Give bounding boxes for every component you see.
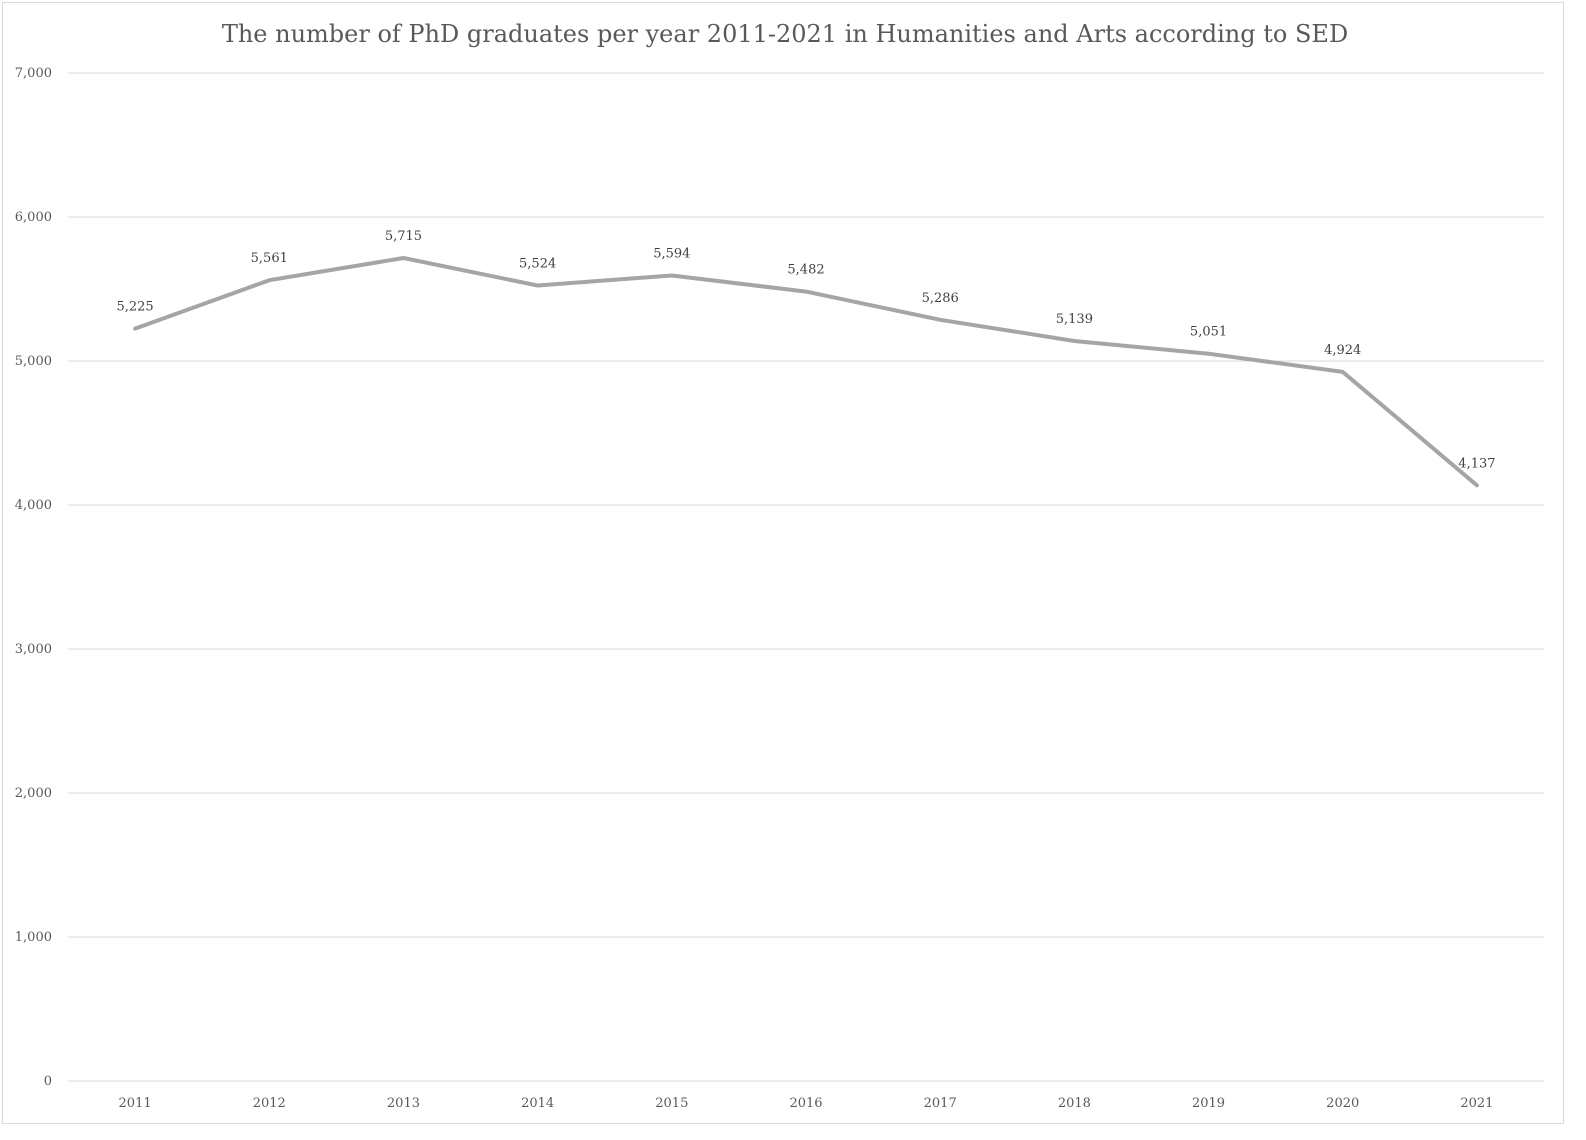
- x-tick-label: 2011: [119, 1096, 152, 1111]
- x-tick-label: 2013: [387, 1096, 420, 1111]
- x-tick-label: 2016: [789, 1096, 822, 1111]
- x-axis: 2011 2012 2013 2014 2015 2016 2017 2018 2019 2020…: [119, 1096, 1494, 1111]
- data-label: 4,924: [1324, 343, 1361, 358]
- gridlines: [68, 72, 1544, 1082]
- data-label: 5,051: [1190, 325, 1227, 340]
- data-label: 5,482: [787, 263, 824, 278]
- y-tick-label: 3,000: [15, 642, 52, 657]
- y-tick-label: 4,000: [15, 498, 52, 513]
- y-tick-label: 6,000: [15, 210, 52, 225]
- x-tick-label: 2020: [1326, 1096, 1359, 1111]
- x-tick-label: 2012: [253, 1096, 286, 1111]
- data-label: 5,561: [251, 251, 288, 266]
- chart-title: The number of PhD graduates per year 201…: [222, 20, 1348, 48]
- data-label: 5,225: [116, 300, 153, 315]
- data-label: 5,139: [1056, 312, 1093, 327]
- x-tick-label: 2015: [655, 1096, 688, 1111]
- data-label: 5,715: [385, 229, 422, 244]
- x-tick-label: 2017: [924, 1096, 957, 1111]
- x-tick-label: 2019: [1192, 1096, 1225, 1111]
- y-tick-label: 1,000: [15, 930, 52, 945]
- y-tick-label: 2,000: [15, 786, 52, 801]
- series-layer: [133, 256, 1479, 488]
- data-label: 5,286: [922, 291, 959, 306]
- x-tick-label: 2018: [1058, 1096, 1091, 1111]
- data-label: 5,524: [519, 257, 556, 272]
- x-tick-label: 2021: [1460, 1096, 1493, 1111]
- y-tick-label: 7,000: [15, 66, 52, 81]
- data-labels: 5,225 5,561 5,715 5,524 5,594 5,482 5,286 5,139…: [116, 229, 1495, 471]
- y-tick-label: 0: [44, 1074, 52, 1089]
- y-axis: 0 1,000 2,000 3,000 4,000 5,000 6,000 7,000: [15, 66, 52, 1089]
- series-line: [133, 256, 1479, 488]
- data-label: 4,137: [1458, 456, 1495, 471]
- y-tick-label: 5,000: [15, 354, 52, 369]
- data-label: 5,594: [653, 246, 690, 261]
- x-tick-label: 2014: [521, 1096, 554, 1111]
